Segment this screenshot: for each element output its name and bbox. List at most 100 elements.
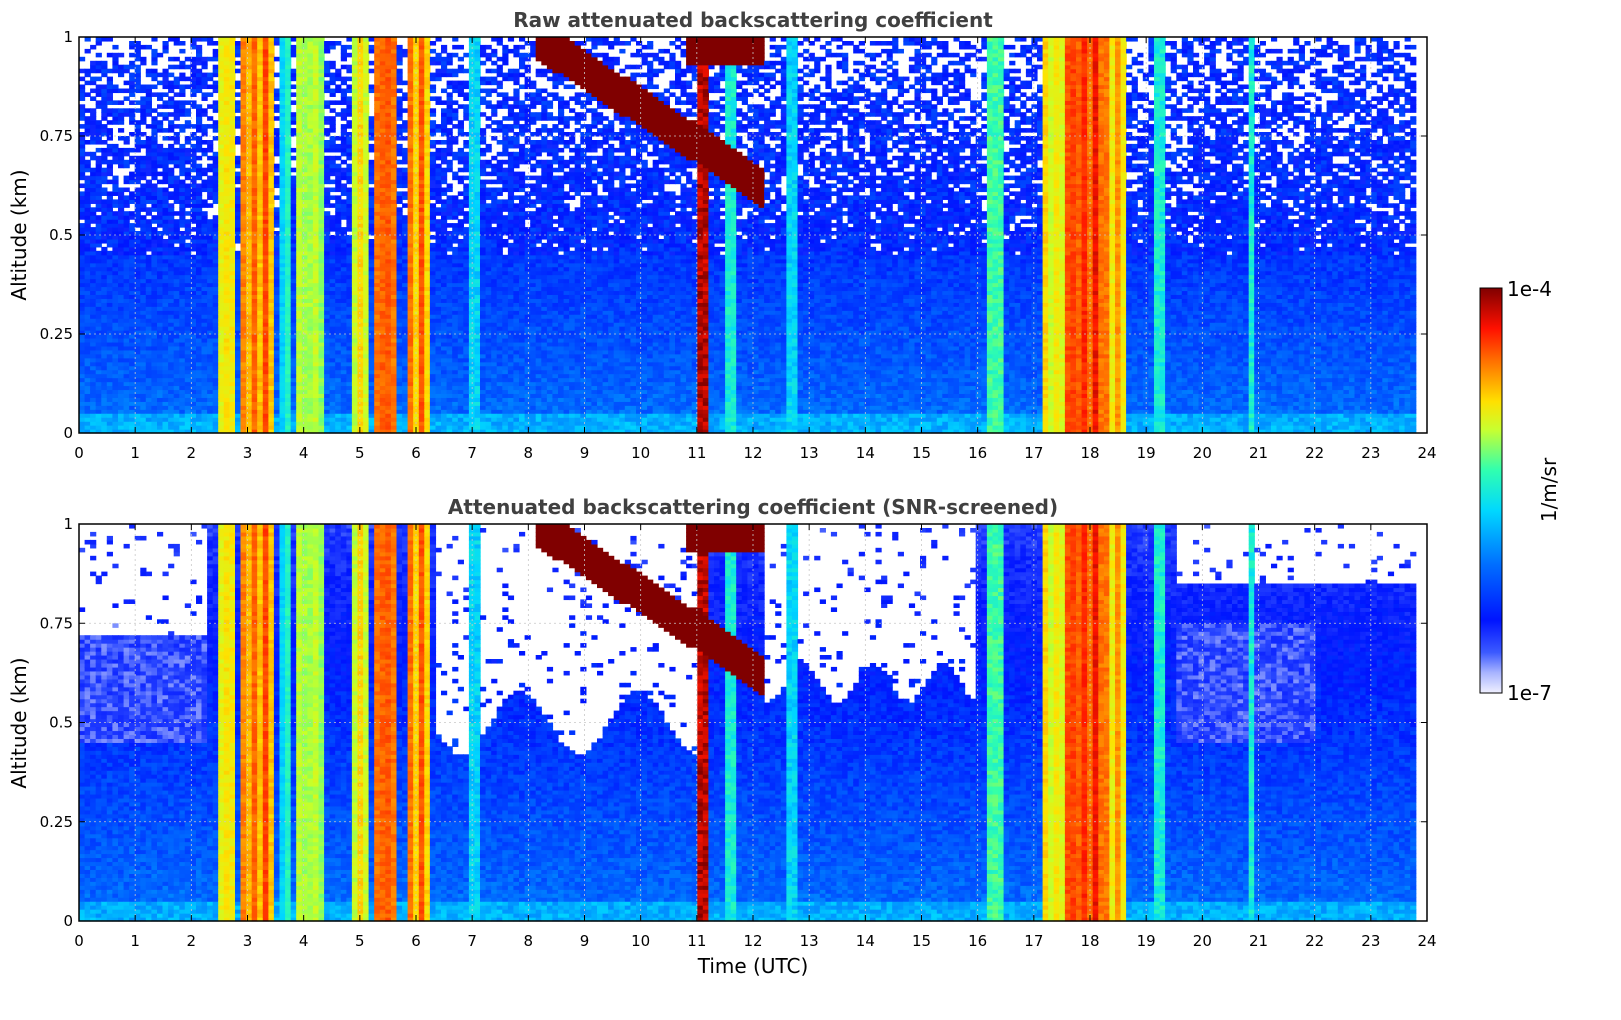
heatmap-cell [285,350,291,355]
heatmap-cell [268,378,274,383]
heatmap-cell [268,199,274,204]
heatmap-cell [307,73,313,78]
heatmap-cell [252,334,258,339]
heatmap-cell [285,413,291,418]
heatmap-cell [129,279,135,284]
heatmap-cell [179,322,185,327]
heatmap-cell [346,207,352,212]
heatmap-cell [346,136,352,141]
heatmap-cell [118,366,124,371]
heatmap-cell [252,45,258,50]
heatmap-cell [90,112,96,117]
heatmap-cell [241,397,247,402]
heatmap-cell [296,180,302,185]
heatmap-cell [151,176,157,181]
heatmap-cell [229,283,235,288]
heatmap-cell [118,334,124,339]
heatmap-cell [257,124,263,129]
heatmap-cell [369,370,375,375]
heatmap-cell [307,283,313,288]
heatmap-cell [324,389,330,394]
heatmap-cell [229,223,235,228]
heatmap-cell [330,290,336,295]
heatmap-cell [85,302,91,307]
heatmap-cell [90,69,96,74]
heatmap-cell [101,104,107,109]
heatmap-cell [96,342,102,347]
heatmap-cell [179,239,185,244]
heatmap-cell [202,259,208,264]
heatmap-cell [252,318,258,323]
heatmap-cell [157,73,163,78]
heatmap-cell [124,211,130,216]
heatmap-cell [358,136,364,141]
heatmap-cell [313,338,319,343]
heatmap-cell [202,298,208,303]
heatmap-cell [285,144,291,149]
heatmap-cell [185,386,191,391]
heatmap-cell [369,124,375,129]
heatmap-cell [96,120,102,125]
heatmap-cell [96,85,102,90]
heatmap-cell [252,389,258,394]
heatmap-cell [385,306,391,311]
heatmap-cell [346,386,352,391]
heatmap-cell [307,306,313,311]
heatmap-cell [107,318,113,323]
heatmap-cell [213,386,219,391]
heatmap-cell [252,120,258,125]
heatmap-cell [101,219,107,224]
heatmap-cell [196,393,202,398]
heatmap-cell [224,401,230,406]
heatmap-cell [151,389,157,394]
heatmap-cell [324,104,330,109]
heatmap-cell [163,378,169,383]
heatmap-cell [168,255,174,260]
heatmap-cell [213,334,219,339]
heatmap-cell [107,342,113,347]
heatmap-cell [213,425,219,430]
heatmap-cell [213,81,219,86]
heatmap-cell [257,409,263,414]
heatmap-cell [85,362,91,367]
heatmap-cell [196,172,202,177]
heatmap-cell [213,397,219,402]
heatmap-cell [313,100,319,105]
heatmap-cell [163,92,169,97]
heatmap-cell [229,405,235,410]
heatmap-cell [157,247,163,252]
heatmap-cell [324,346,330,351]
heatmap-cell [263,176,269,181]
heatmap-cell [274,354,280,359]
heatmap-cell [107,223,113,228]
heatmap-cell [274,334,280,339]
heatmap-cell [252,350,258,355]
heatmap-cell [85,334,91,339]
heatmap-cell [313,251,319,256]
heatmap-cell [241,112,247,117]
heatmap-cell [163,69,169,74]
heatmap-cell [307,275,313,280]
heatmap-cell [358,235,364,240]
heatmap-cell [85,267,91,272]
heatmap-cell [96,294,102,299]
heatmap-cell [313,156,319,161]
heatmap-cell [352,85,358,90]
heatmap-cell [229,211,235,216]
heatmap-cell [280,215,286,220]
heatmap-cell [374,92,380,97]
heatmap-cell [324,263,330,268]
heatmap-cell [252,191,258,196]
heatmap-cell [124,247,130,252]
heatmap-cell [235,251,241,256]
heatmap-cell [90,152,96,157]
heatmap-cell [257,112,263,117]
heatmap-cell [207,247,213,252]
heatmap-cell [185,259,191,264]
heatmap-cell [202,267,208,272]
heatmap-cell [369,397,375,402]
heatmap-cell [268,283,274,288]
heatmap-cell [157,211,163,216]
heatmap-cell [291,259,297,264]
heatmap-cell [296,69,302,74]
